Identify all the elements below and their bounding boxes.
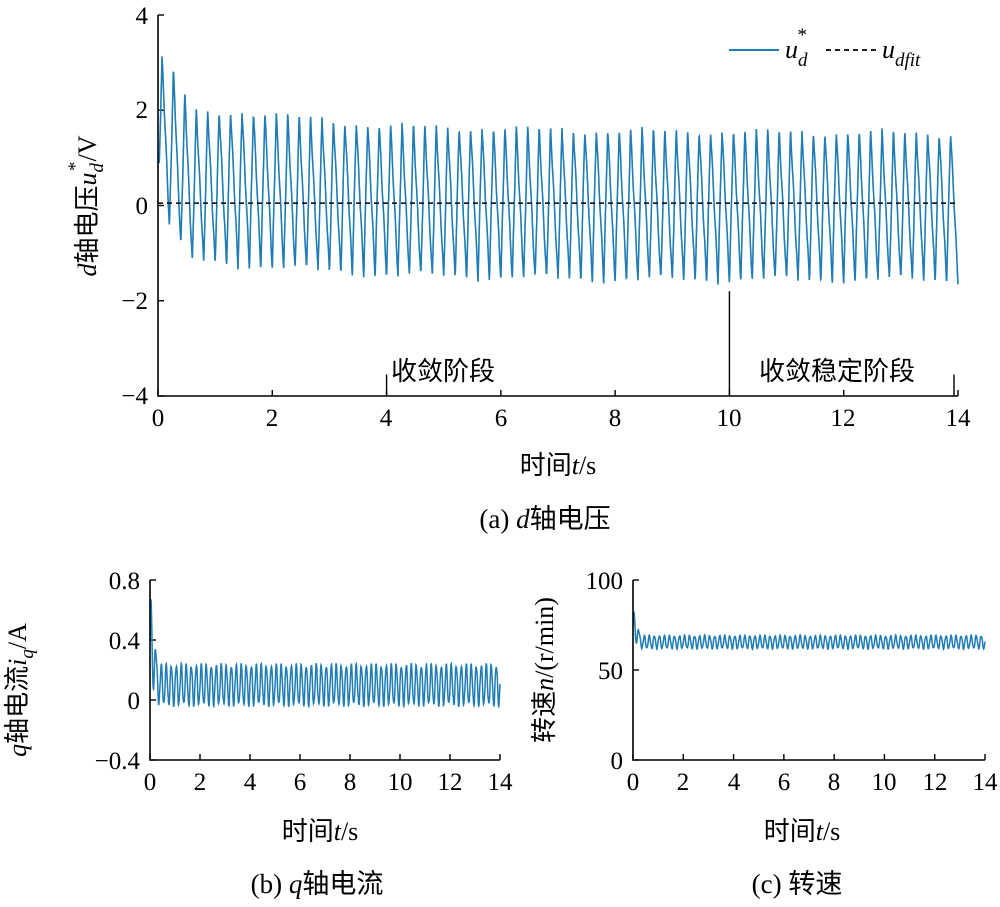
b-ytick-label: −0.4 [95,748,141,775]
c-xtick-label: 4 [728,769,741,796]
b-xtick-label: 0 [144,769,157,796]
panel-a-marks [157,14,959,397]
b-xtick-label: 4 [244,769,257,796]
a-stage-annotation-stable: 收敛稳定阶段 [759,357,915,386]
a-xtick-label: 8 [609,405,622,432]
b-y-axis-label: q轴电流iq/A [3,623,38,757]
a-xtick-label: 12 [831,405,856,432]
panel-b: 0.8 0.4 0 −0.4 0 2 4 6 8 10 12 14 q轴电流iq… [3,568,513,899]
panel-c-marks [632,579,986,761]
c-xtick-label: 10 [872,769,897,796]
a-ytick-label: −4 [121,383,148,410]
b-ytick-label: 0.8 [109,568,140,595]
a-xtick-label: 4 [380,405,393,432]
a-stage-annotation-converging: 收敛阶段 [391,357,495,386]
c-xtick-label: 0 [627,769,640,796]
a-ytick-label: 4 [136,3,149,30]
c-y-axis-label: 转速n/(r/min) [530,597,559,743]
b-ytick-label: 0.4 [109,628,141,655]
c-xtick-label: 12 [923,769,948,796]
panel-c: 100 50 0 0 2 4 6 8 10 12 14 转速n/(r/min) … [530,568,998,899]
c-xtick-label: 2 [677,769,690,796]
a-ytick-label: 0 [136,193,149,220]
a-y-axis-label: d轴电压ud*/V [65,135,108,276]
c-xtick-label: 6 [778,769,791,796]
panel-a-frame [157,15,958,397]
c-ytick-label: 0 [611,748,624,775]
b-x-axis-label: 时间t/s [282,817,359,846]
a-legend-label-udfit: udfit [882,35,921,71]
b-xtick-label: 2 [194,769,207,796]
b-xtick-label: 12 [438,769,463,796]
panel-b-frame [149,580,500,761]
a-caption: (a) d轴电压 [479,504,610,534]
a-xtick-label: 0 [152,405,165,432]
a-xtick-label: 6 [495,405,508,432]
a-xtick-label: 2 [266,405,279,432]
c-x-axis-label: 时间t/s [764,817,841,846]
b-xtick-label: 14 [488,769,514,796]
c-ytick-label: 100 [586,568,624,595]
b-xtick-label: 8 [344,769,357,796]
a-legend-label-ud: ud* [785,25,808,71]
a-xtick-label: 14 [946,405,972,432]
a-legend: ud* udfit [729,25,921,71]
b-caption: (b) q轴电流 [251,869,384,899]
c-ytick-label: 50 [598,658,623,685]
c-caption: (c) 转速 [752,869,843,899]
b-series-line [149,599,501,709]
panel-b-marks [149,579,501,761]
panel-c-frame [632,580,985,761]
a-series-ud-line [158,56,959,285]
a-ytick-label: 2 [136,97,149,124]
b-xtick-label: 10 [388,769,413,796]
panel-a: 4 2 0 −2 −4 0 2 4 6 8 10 12 14 d轴电压ud*/V… [65,3,971,534]
c-xtick-label: 14 [973,769,999,796]
a-ytick-label: −2 [121,288,148,315]
a-xtick-label: 10 [717,405,742,432]
c-xtick-label: 8 [828,769,841,796]
b-ytick-label: 0 [128,688,141,715]
a-x-axis-label: 时间t/s [520,451,597,480]
b-xtick-label: 6 [294,769,307,796]
c-series-line [632,610,986,651]
